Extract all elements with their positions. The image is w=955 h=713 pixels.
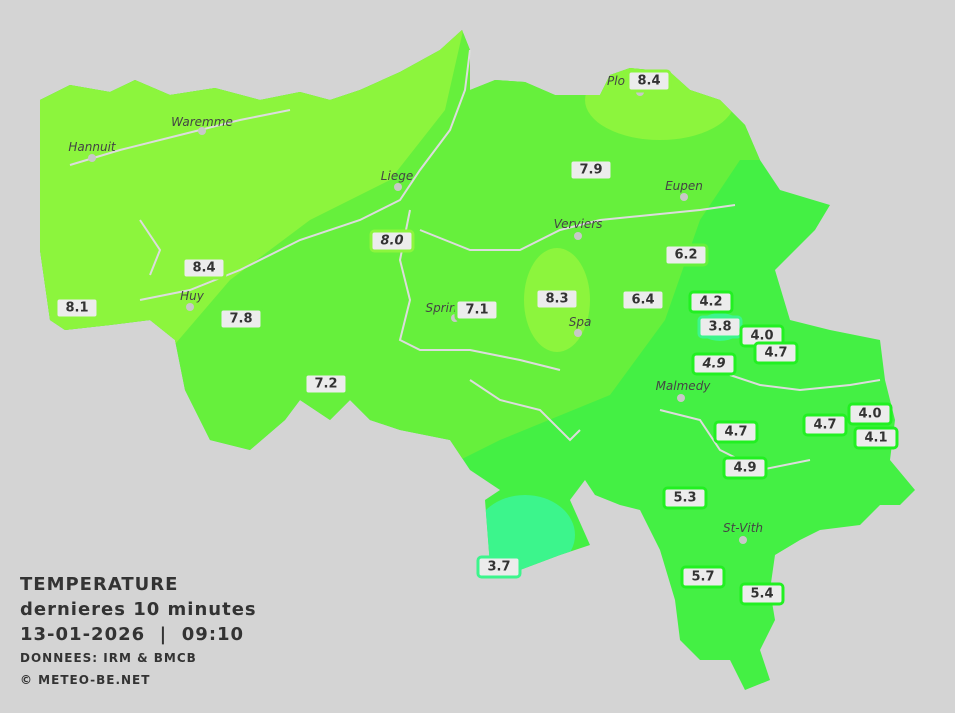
legend-datetime: 13-01-2026 | 09:10 xyxy=(20,624,245,645)
city-label: Verviers xyxy=(553,217,603,231)
city-label: Plo xyxy=(607,74,625,88)
city-dot xyxy=(574,329,582,337)
station-temperature-label: 8.3 xyxy=(534,287,580,311)
station-temperature-label: 7.2 xyxy=(303,372,349,396)
station-temperature-label: 4.7 xyxy=(713,420,759,444)
station-temperature-label: 8.4 xyxy=(626,69,672,93)
city-dot xyxy=(88,154,96,162)
station-temperature-label: 4.7 xyxy=(753,341,799,365)
station-temperature-label: 5.4 xyxy=(739,582,785,606)
legend-title: TEMPERATURE xyxy=(20,574,179,595)
city-label: Spa xyxy=(568,315,592,329)
city-label: Huy xyxy=(180,289,204,303)
station-temperature-label: 5.7 xyxy=(680,565,726,589)
city-label: Eupen xyxy=(665,179,703,193)
station-temperature-label: 7.8 xyxy=(218,307,264,331)
city-dot xyxy=(574,232,582,240)
station-temperature-label: 6.4 xyxy=(620,288,666,312)
station-temperature-label: 7.1 xyxy=(454,298,500,322)
station-temperature-label: 4.2 xyxy=(688,290,734,314)
legend-subtitle: dernieres 10 minutes xyxy=(20,599,257,620)
city-dot xyxy=(680,193,688,201)
station-temperature-label: 6.2 xyxy=(663,243,709,267)
rivers xyxy=(69,49,881,472)
city-label: Malmedy xyxy=(655,379,711,393)
legend-copyright: © METEO-BE.NET xyxy=(20,673,151,687)
city-label: Sprin xyxy=(425,301,457,315)
station-temperature-label: 3.8 xyxy=(697,315,743,339)
station-temperature-label: 4.9 xyxy=(691,352,737,376)
city-dot xyxy=(198,127,206,135)
station-temperature-label: 4.1 xyxy=(853,426,899,450)
city-label: St-Vith xyxy=(722,521,764,535)
zone-3 xyxy=(475,495,575,575)
station-temperature-label: 8.1 xyxy=(54,296,100,320)
station-temperature-label: 8.0 xyxy=(369,229,415,253)
station-temperature-label: 4.0 xyxy=(847,402,893,426)
station-temperature-label: 7.9 xyxy=(568,158,614,182)
station-temperature-label: 5.3 xyxy=(662,486,708,510)
city-dot xyxy=(677,394,685,402)
city-label: Liege xyxy=(380,169,414,183)
city-label: Hannuit xyxy=(68,140,116,154)
station-temperature-label: 4.7 xyxy=(802,413,848,437)
legend: TEMPERATURE dernieres 10 minutes 13-01-2… xyxy=(20,572,257,691)
city-label: Waremme xyxy=(171,115,233,129)
station-temperature-label: 8.4 xyxy=(181,256,227,280)
station-temperature-label: 3.7 xyxy=(476,555,522,579)
city-dot xyxy=(394,183,402,191)
city-dot xyxy=(739,536,747,544)
station-temperature-label: 4.9 xyxy=(722,456,768,480)
city-dot xyxy=(186,303,194,311)
legend-source: DONNEES: IRM & BMCB xyxy=(20,651,197,665)
